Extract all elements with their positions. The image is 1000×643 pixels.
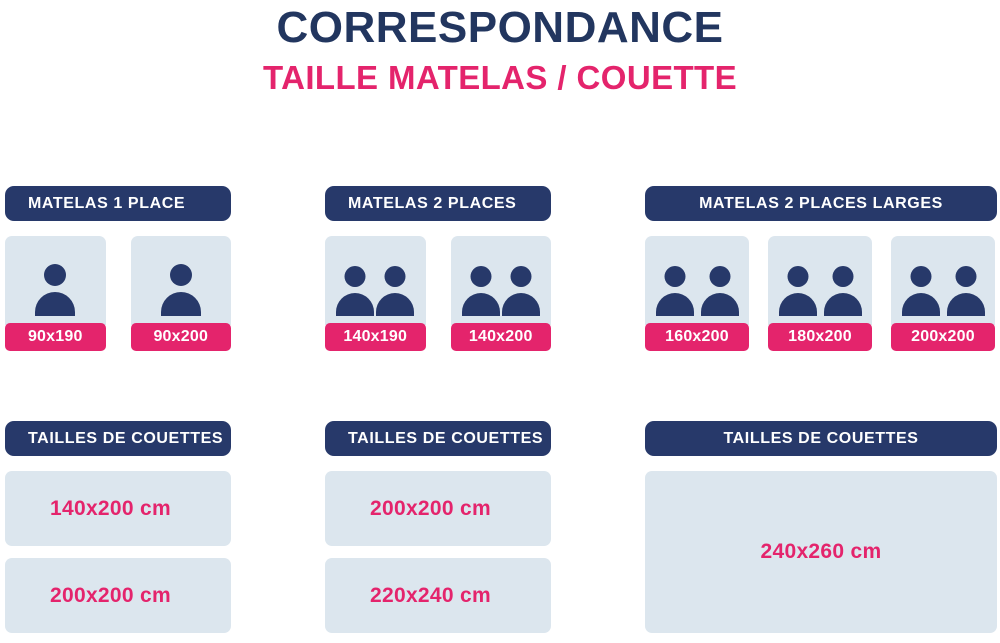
- duvet-list: 240x260 cm: [645, 471, 997, 633]
- mattress-section-2-places: MATELAS 2 PLACES 140x190: [325, 186, 551, 351]
- mattress-card[interactable]: 200x200: [891, 236, 995, 351]
- mattress-card-illustration: [450, 236, 551, 325]
- duvet-list: 200x200 cm 220x240 cm: [325, 471, 551, 633]
- duvet-section-3: TAILLES DE COUETTES 240x260 cm: [645, 421, 997, 633]
- mattress-card-illustration: [891, 236, 995, 325]
- mattress-card[interactable]: 160x200: [645, 236, 749, 351]
- mattress-card[interactable]: 140x200: [450, 236, 551, 351]
- mattress-card[interactable]: 180x200: [768, 236, 872, 351]
- two-person-icon: [901, 266, 985, 316]
- two-person-icon: [336, 266, 415, 316]
- mattress-size-label: 180x200: [768, 323, 872, 351]
- duvet-size-box[interactable]: 200x200 cm: [325, 471, 551, 546]
- mattress-card-illustration: [645, 236, 749, 325]
- mattress-card[interactable]: 90x200: [130, 236, 231, 351]
- duvet-list: 140x200 cm 200x200 cm: [5, 471, 231, 633]
- title-block: CORRESPONDANCE TAILLE MATELAS / COUETTE: [0, 2, 1000, 99]
- mattress-card-illustration: [768, 236, 872, 325]
- duvet-size-box[interactable]: 240x260 cm: [645, 471, 997, 633]
- mattress-size-label: 160x200: [645, 323, 749, 351]
- mattress-header-1-place: MATELAS 1 PLACE: [5, 186, 231, 221]
- mattress-header-2-places-larges: MATELAS 2 PLACES LARGES: [645, 186, 997, 221]
- duvet-section-2: TAILLES DE COUETTES 200x200 cm 220x240 c…: [325, 421, 551, 633]
- duvet-size-box[interactable]: 200x200 cm: [5, 558, 231, 633]
- mattress-header-2-places: MATELAS 2 PLACES: [325, 186, 551, 221]
- mattress-size-label: 90x200: [130, 323, 231, 351]
- mattress-section-2-places-larges: MATELAS 2 PLACES LARGES 160x200: [645, 186, 997, 351]
- mattress-card-illustration: [5, 236, 106, 325]
- duvet-header: TAILLES DE COUETTES: [325, 421, 551, 456]
- person-icon: [160, 264, 201, 316]
- mattress-card-list: 140x190 140x200: [325, 236, 551, 351]
- page-subtitle: TAILLE MATELAS / COUETTE: [262, 59, 738, 96]
- two-person-icon: [778, 266, 862, 316]
- mattress-section-1-place: MATELAS 1 PLACE 90x190 90x200: [5, 186, 231, 351]
- mattress-card-list: 160x200 180x200 200x20: [645, 236, 997, 351]
- duvet-header: TAILLES DE COUETTES: [5, 421, 231, 456]
- mattress-size-label: 200x200: [891, 323, 995, 351]
- mattress-card-illustration: [130, 236, 231, 325]
- two-person-icon: [461, 266, 540, 316]
- mattress-card-illustration: [325, 236, 426, 325]
- person-icon: [35, 264, 76, 316]
- duvet-size-box[interactable]: 140x200 cm: [5, 471, 231, 546]
- mattress-size-label: 90x190: [5, 323, 106, 351]
- duvet-section-1: TAILLES DE COUETTES 140x200 cm 200x200 c…: [5, 421, 231, 633]
- two-person-icon: [655, 266, 739, 316]
- mattress-size-label: 140x190: [325, 323, 426, 351]
- duvet-size-box[interactable]: 220x240 cm: [325, 558, 551, 633]
- mattress-size-label: 140x200: [450, 323, 551, 351]
- mattress-card-list: 90x190 90x200: [5, 236, 231, 351]
- mattress-card[interactable]: 90x190: [5, 236, 106, 351]
- mattress-card[interactable]: 140x190: [325, 236, 426, 351]
- duvet-header: TAILLES DE COUETTES: [645, 421, 997, 456]
- page-title: CORRESPONDANCE: [276, 3, 724, 52]
